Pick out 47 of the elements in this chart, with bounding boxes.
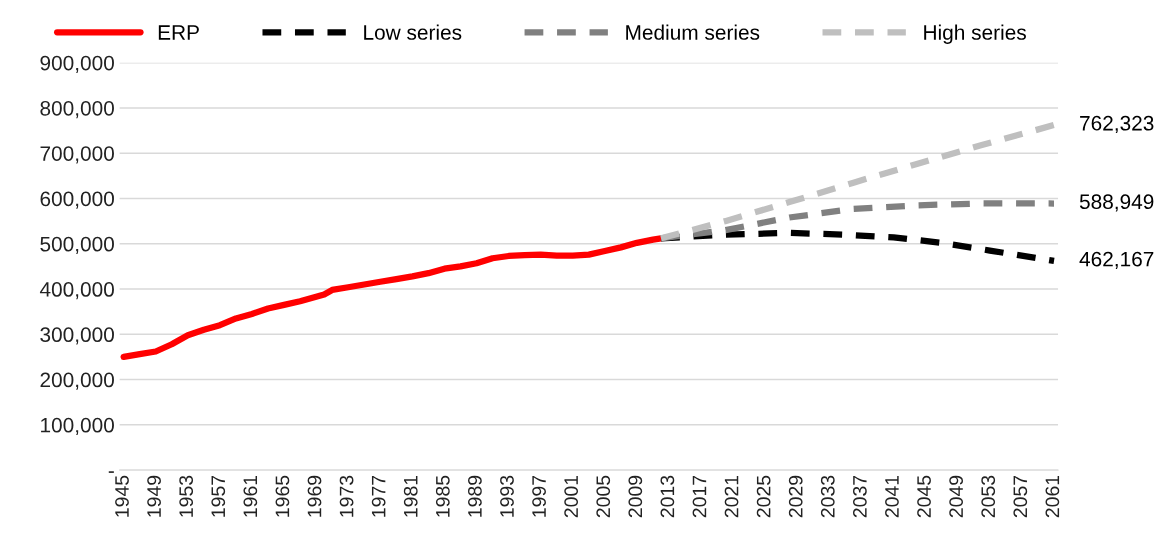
x-tick-label: 2017 (692, 475, 707, 518)
x-tick-label: 2025 (756, 475, 771, 518)
legend-label: Medium series (626, 24, 760, 40)
x-tick-label: 2013 (660, 475, 675, 518)
x-tick-label: 2009 (628, 475, 643, 518)
legend-label: High series (924, 24, 1026, 44)
x-tick-label: 2061 (1045, 475, 1060, 518)
y-tick-label: 900,000 (40, 55, 114, 73)
x-tick-label: 2045 (917, 475, 931, 518)
x-tick-label: 2049 (949, 475, 964, 518)
data-label: 762,323 (1080, 115, 1154, 134)
x-tick-label: 2001 (564, 475, 579, 518)
x-tick-label: 2005 (596, 475, 611, 518)
legend-label: Low series (364, 24, 462, 40)
x-tick-label: 1969 (307, 475, 322, 517)
y-tick-label: 300,000 (40, 327, 114, 345)
y-tick-label: 600,000 (40, 191, 114, 209)
y-tick-label: 200,000 (40, 372, 114, 390)
x-tick-label: 1989 (468, 475, 482, 517)
y-tick-label: 800,000 (40, 100, 114, 119)
x-tick-label: 1993 (500, 475, 514, 517)
data-label: 588,949 (1079, 194, 1154, 212)
x-tick-label: 2029 (788, 475, 803, 518)
x-tick-label: 2053 (981, 475, 996, 518)
x-tick-label: 1953 (179, 475, 194, 517)
x-tick-label: 2037 (852, 475, 867, 518)
x-tick-label: 1981 (403, 475, 418, 517)
y-tick-label: - (108, 471, 114, 473)
x-tick-label: 1961 (243, 475, 258, 517)
x-tick-label: 1957 (211, 475, 226, 517)
data-label: 462,167 (1079, 251, 1154, 269)
x-tick-label: 1945 (115, 475, 129, 517)
x-tick-label: 2021 (724, 475, 739, 518)
legend-label: ERP (158, 25, 199, 40)
y-tick-label: 100,000 (41, 417, 114, 436)
x-tick-label: 1949 (147, 475, 161, 517)
y-tick-label: 400,000 (39, 282, 114, 300)
x-tick-label: 1997 (532, 475, 546, 517)
x-tick-label: 1977 (371, 475, 386, 517)
x-tick-label: 2041 (885, 475, 899, 518)
x-tick-label: 1973 (339, 475, 354, 517)
x-tick-label: 1965 (275, 475, 290, 517)
y-tick-label: 700,000 (40, 146, 114, 164)
y-tick-label: 500,000 (40, 236, 114, 254)
x-tick-label: 1985 (435, 475, 450, 517)
x-tick-label: 2057 (1013, 475, 1028, 518)
x-tick-label: 2033 (820, 475, 835, 518)
